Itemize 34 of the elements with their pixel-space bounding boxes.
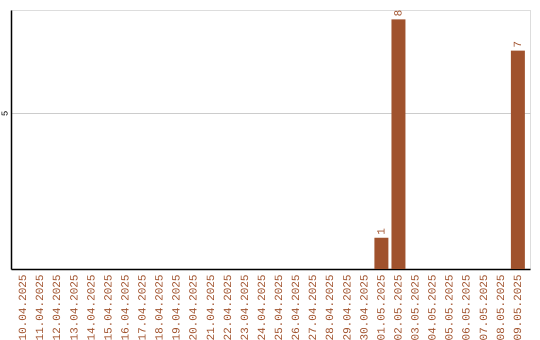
x-tick-label: 14.04.2025	[86, 274, 98, 340]
x-tick-label: 29.04.2025	[342, 274, 354, 340]
x-tick-label: 16.04.2025	[120, 274, 132, 340]
x-tick-label: 09.05.2025	[512, 274, 525, 340]
x-tick-label: 18.04.2025	[154, 274, 167, 340]
x-tick-label: 06.05.2025	[462, 274, 474, 340]
x-tick-label: 13.04.2025	[69, 274, 82, 340]
x-tick-label: 20.04.2025	[188, 274, 201, 340]
x-tick-label: 12.04.2025	[52, 274, 64, 340]
x-tick-label: 23.04.2025	[240, 274, 252, 340]
x-tick-label: 07.05.2025	[478, 274, 491, 340]
x-tick-label: 21.04.2025	[206, 274, 218, 340]
x-tick-label: 17.04.2025	[138, 274, 150, 340]
data-label: 1	[376, 228, 388, 235]
data-label: 8	[393, 10, 406, 16]
data-label: 7	[512, 40, 525, 48]
x-tick-label: 05.05.2025	[444, 274, 457, 340]
x-tick-label: 15.04.2025	[103, 274, 116, 340]
x-tick-label: 02.05.2025	[393, 274, 406, 340]
x-tick-label: 11.04.2025	[35, 274, 48, 340]
x-tick-label: 25.04.2025	[274, 274, 286, 340]
x-tick-label: 10.04.2025	[18, 274, 30, 340]
x-tick-label: 22.04.2025	[222, 274, 235, 340]
x-tick-label: 03.05.2025	[410, 274, 423, 340]
x-tick-label: 24.04.2025	[256, 274, 269, 340]
x-tick-label: 28.04.2025	[325, 274, 338, 340]
x-tick-label: 08.05.2025	[496, 274, 508, 340]
x-tick-label: 04.05.2025	[428, 274, 440, 340]
x-tick-label: 27.04.2025	[308, 274, 320, 340]
x-tick-label: 19.04.2025	[172, 274, 184, 340]
y-tick-label: 5	[0, 110, 10, 116]
x-tick-label: 30.04.2025	[359, 274, 372, 340]
x-tick-label: 26.04.2025	[291, 274, 304, 340]
x-tick-label: 01.05.2025	[376, 274, 388, 340]
